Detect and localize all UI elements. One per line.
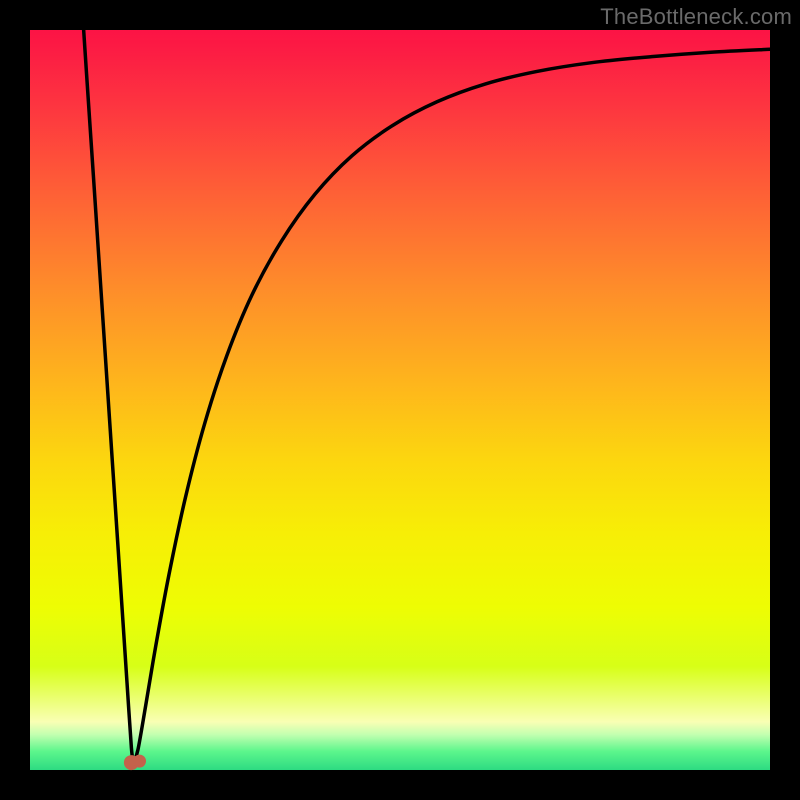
bottleneck-chart: [0, 0, 800, 800]
watermark-label: TheBottleneck.com: [600, 4, 792, 30]
chart-svg: [0, 0, 800, 800]
plot-background: [30, 30, 770, 770]
min-dot-2: [133, 755, 146, 768]
